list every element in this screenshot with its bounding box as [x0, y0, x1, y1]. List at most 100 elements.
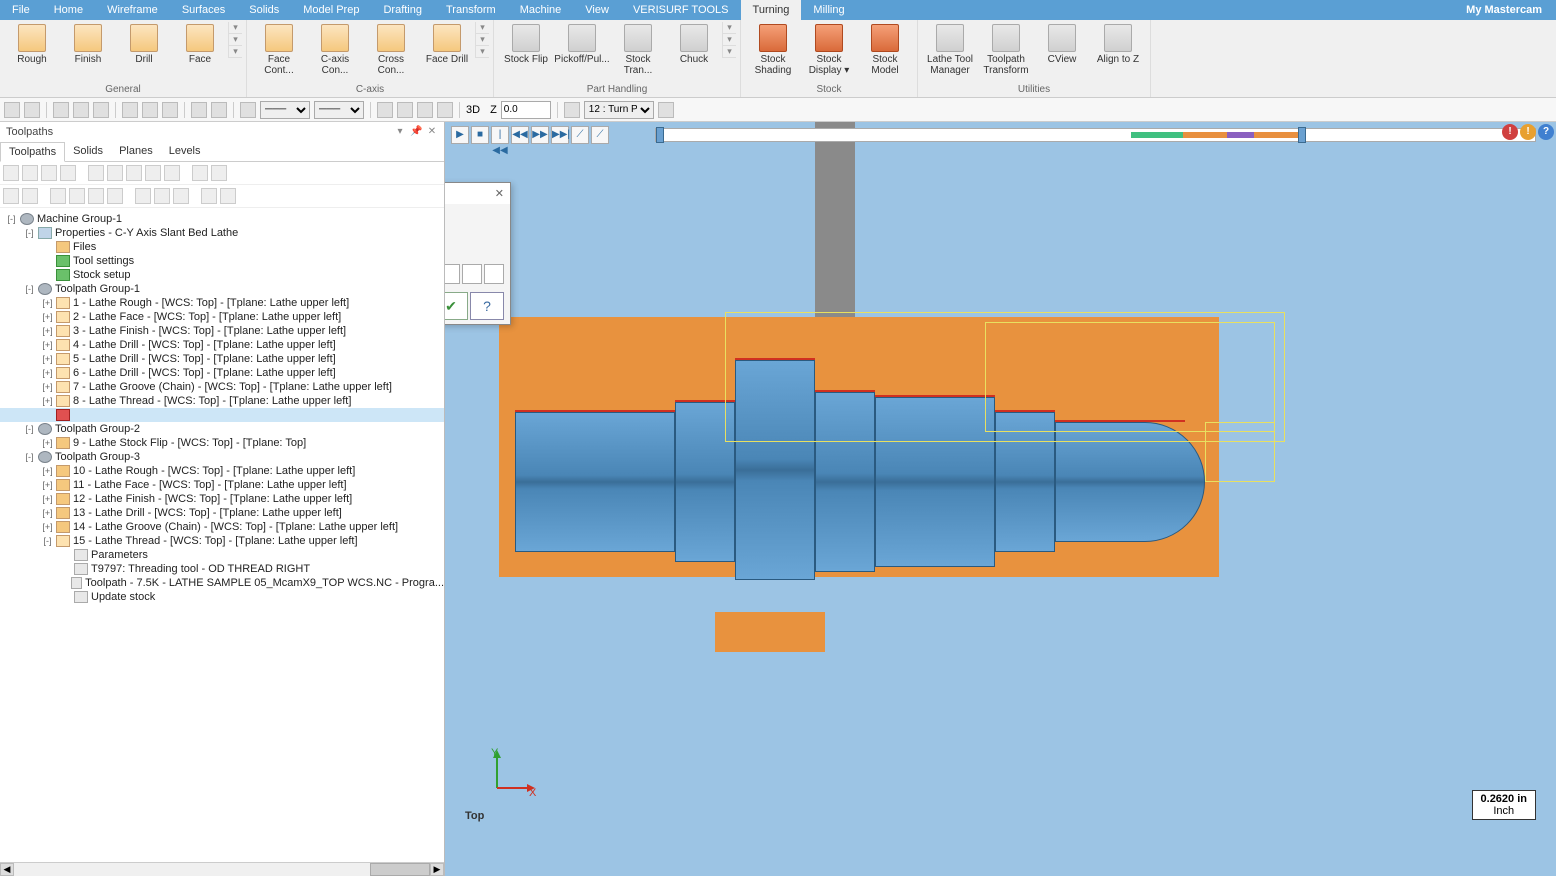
z-value-input[interactable] [501, 101, 551, 119]
ribbon-btn-face[interactable]: Face [172, 22, 228, 67]
tree-node[interactable]: [+]12 - Lathe Finish - [WCS: Top] - [Tpl… [0, 492, 444, 506]
ribbon-btn-cview[interactable]: CView [1034, 22, 1090, 67]
ribbon-btn-stock-display-[interactable]: Stock Display ▾ [801, 22, 857, 78]
ribbon-group-expand-icon[interactable]: ▾▾▾ [475, 22, 489, 58]
menu-tab-machine[interactable]: Machine [508, 0, 574, 20]
tree-expand-icon[interactable]: [+] [42, 522, 53, 532]
tree-expand-icon[interactable]: [+] [42, 438, 53, 448]
bp-hatch2-icon[interactable] [445, 264, 460, 284]
tree-expand-icon[interactable]: [-] [24, 284, 35, 294]
tree-expand-icon[interactable]: [+] [42, 494, 53, 504]
tb-hatch-icon[interactable] [88, 165, 104, 181]
ribbon-btn-stock-flip[interactable]: Stock Flip [498, 22, 554, 67]
tree-expand-icon[interactable]: [+] [42, 368, 53, 378]
ribbon-btn-pickoff-pul-[interactable]: Pickoff/Pul... [554, 22, 610, 67]
tree-hscrollbar[interactable]: ◀ ▶ [0, 862, 444, 876]
tb-paste-icon[interactable] [154, 188, 170, 204]
menu-tab-milling[interactable]: Milling [801, 0, 856, 20]
viewport-3d[interactable]: ▶ ■ |◀◀ ◀◀ ▶▶ ▶▶| ⟋ ⟋ ! ! ? Backplot ✕ ⮟ [445, 122, 1556, 876]
tool-select[interactable]: 12 : Turn Pr [584, 101, 654, 119]
trace2-icon[interactable]: ⟋ [591, 126, 609, 144]
ribbon-group-expand-icon[interactable]: ▾▾▾ [722, 22, 736, 58]
subtab-toolpaths[interactable]: Toolpaths [0, 142, 65, 162]
tree-node[interactable]: [+]13 - Lathe Drill - [WCS: Top] - [Tpla… [0, 506, 444, 520]
tree-expand-icon[interactable]: [+] [42, 340, 53, 350]
tree-expand-icon[interactable]: [+] [42, 354, 53, 364]
tree-expand-icon[interactable]: [+] [42, 466, 53, 476]
menu-tab-drafting[interactable]: Drafting [371, 0, 434, 20]
ribbon-btn-stock-tran-[interactable]: Stock Tran... [610, 22, 666, 78]
tree-expand-icon[interactable]: [+] [42, 298, 53, 308]
qat-save-icon[interactable] [53, 102, 69, 118]
tb-ghost-icon[interactable] [107, 165, 123, 181]
tb-down-icon[interactable] [50, 188, 66, 204]
qat-misc-icon[interactable] [437, 102, 453, 118]
tree-expand-icon[interactable]: [+] [42, 382, 53, 392]
tree-node[interactable]: [+]14 - Lathe Groove (Chain) - [WCS: Top… [0, 520, 444, 534]
tb-g1-icon[interactable] [145, 165, 161, 181]
tb-select-icon[interactable] [3, 165, 19, 181]
tree-expand-icon[interactable]: [-] [6, 214, 17, 224]
timeline-position-handle[interactable] [1298, 127, 1306, 143]
ribbon-btn-rough[interactable]: Rough [4, 22, 60, 67]
qat-attr-icon[interactable] [417, 102, 433, 118]
alert-info-icon[interactable]: ? [1538, 124, 1554, 140]
menu-tab-surfaces[interactable]: Surfaces [170, 0, 237, 20]
tree-expand-icon[interactable]: [-] [42, 536, 53, 546]
qat-blank-icon[interactable] [93, 102, 109, 118]
tree-node[interactable]: Toolpath - 7.5K - LATHE SAMPLE 05_McamX9… [0, 576, 444, 590]
ribbon-btn-cross-con-[interactable]: Cross Con... [363, 22, 419, 78]
subtab-solids[interactable]: Solids [65, 142, 111, 161]
tree-node[interactable]: [+]7 - Lathe Groove (Chain) - [WCS: Top]… [0, 380, 444, 394]
bp-save-icon[interactable] [484, 264, 504, 284]
tree-node[interactable]: Files [0, 240, 444, 254]
step-fwd-icon[interactable]: ▶▶ [531, 126, 549, 144]
panel-pin-icon[interactable]: 📌 [410, 126, 422, 138]
tree-node[interactable]: [+]8 - Lathe Thread - [WCS: Top] - [Tpla… [0, 394, 444, 408]
tree-node[interactable]: [-]Machine Group-1 [0, 212, 444, 226]
tb-check-icon[interactable] [201, 188, 217, 204]
ribbon-btn-align-to-z[interactable]: Align to Z [1090, 22, 1146, 67]
qat-help-icon[interactable] [142, 102, 158, 118]
tb-sort-icon[interactable] [22, 165, 38, 181]
tree-expand-icon[interactable]: [+] [42, 326, 53, 336]
backplot-timeline[interactable] [655, 128, 1536, 142]
backplot-dialog[interactable]: Backplot ✕ ⮟ ! ✔ ? [445, 182, 511, 325]
tb-edit-icon[interactable] [192, 165, 208, 181]
tree-node[interactable]: [+]1 - Lathe Rough - [WCS: Top] - [Tplan… [0, 296, 444, 310]
tb-x-icon[interactable] [41, 165, 57, 181]
timeline-start-handle[interactable] [656, 127, 664, 143]
tb-dd-icon[interactable] [173, 188, 189, 204]
ribbon-btn-face-cont-[interactable]: Face Cont... [251, 22, 307, 78]
qat-color-icon[interactable] [397, 102, 413, 118]
scroll-right-icon[interactable]: ▶ [430, 863, 444, 876]
qat-open-icon[interactable] [24, 102, 40, 118]
tree-node[interactable]: [+]4 - Lathe Drill - [WCS: Top] - [Tplan… [0, 338, 444, 352]
tb-gear-icon[interactable] [220, 188, 236, 204]
scroll-left-icon[interactable]: ◀ [0, 863, 14, 876]
tree-expand-icon[interactable]: [-] [24, 424, 35, 434]
tree-node[interactable]: [+]6 - Lathe Drill - [WCS: Top] - [Tplan… [0, 366, 444, 380]
qat-dd-icon[interactable] [658, 102, 674, 118]
line-style-select-2[interactable]: ─── [314, 101, 364, 119]
tree-node[interactable]: [-]Properties - C-Y Axis Slant Bed Lathe [0, 226, 444, 240]
tree-node[interactable]: [-]Toolpath Group-3 [0, 450, 444, 464]
menu-tab-solids[interactable]: Solids [237, 0, 291, 20]
tree-expand-icon[interactable]: [-] [24, 228, 35, 238]
tb-split-icon[interactable] [107, 188, 123, 204]
tree-expand-icon[interactable]: [+] [42, 480, 53, 490]
ribbon-btn-finish[interactable]: Finish [60, 22, 116, 67]
alert-warn-icon[interactable]: ! [1520, 124, 1536, 140]
qat-print-icon[interactable] [122, 102, 138, 118]
tree-node[interactable]: [-]Toolpath Group-1 [0, 282, 444, 296]
subtab-levels[interactable]: Levels [161, 142, 209, 161]
tree-expand-icon[interactable]: [+] [42, 312, 53, 322]
qat-new-icon[interactable] [4, 102, 20, 118]
tb-copy-icon[interactable] [135, 188, 151, 204]
qat-redo-icon[interactable] [211, 102, 227, 118]
subtab-planes[interactable]: Planes [111, 142, 161, 161]
trace-icon[interactable]: ⟋ [571, 126, 589, 144]
ribbon-btn-face-drill[interactable]: Face Drill [419, 22, 475, 67]
tree-node[interactable]: [+]10 - Lathe Rough - [WCS: Top] - [Tpla… [0, 464, 444, 478]
line-style-select-1[interactable]: ─── [260, 101, 310, 119]
